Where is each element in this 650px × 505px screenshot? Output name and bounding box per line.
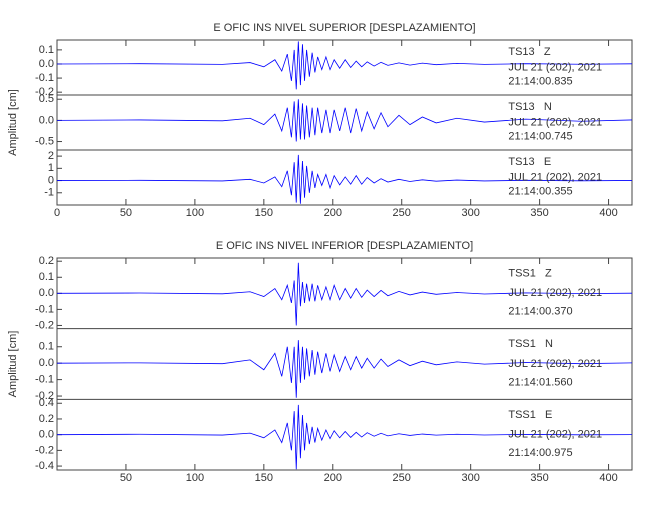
y-tick-label: 0.2 xyxy=(39,413,54,425)
x-tick-label: 350 xyxy=(530,472,548,484)
y-tick-label: -0.2 xyxy=(35,86,54,98)
trace-date: JUL 21 (202), 2021 xyxy=(508,429,602,441)
x-tick-label: 300 xyxy=(461,207,479,219)
y-tick-label: -0.2 xyxy=(35,319,54,331)
x-tick-label: 250 xyxy=(393,207,411,219)
waveform xyxy=(56,404,633,470)
trace-date: JUL 21 (202), 2021 xyxy=(508,116,602,128)
x-tick-label: 200 xyxy=(324,472,342,484)
y-tick-label: 2 xyxy=(48,150,54,162)
trace-time: 21:14:00.370 xyxy=(508,306,572,318)
y-tick-label: 0.0 xyxy=(39,429,54,441)
x-tick-label: 150 xyxy=(255,207,273,219)
y-tick-label: 0 xyxy=(48,174,54,186)
y-axis-label: Amplitud [cm] xyxy=(7,331,19,398)
x-tick-label: 0 xyxy=(54,207,60,219)
trace-name: TSS1 Z xyxy=(508,267,552,279)
y-tick-label: -0.5 xyxy=(35,135,54,147)
y-tick-label: 0.2 xyxy=(39,255,54,267)
waveform xyxy=(56,154,633,204)
y-tick-label: -1 xyxy=(44,187,54,199)
y-tick-label: 0.1 xyxy=(39,271,54,283)
trace-date: JUL 21 (202), 2021 xyxy=(508,358,602,370)
y-tick-label: 0.0 xyxy=(39,58,54,70)
trace-date: JUL 21 (202), 2021 xyxy=(508,287,602,299)
x-tick-label: 100 xyxy=(186,207,204,219)
waveform xyxy=(56,99,633,142)
y-tick-label: -0.1 xyxy=(35,374,54,386)
trace-name: TSS1 E xyxy=(508,409,552,421)
y-tick-label: 0.5 xyxy=(39,93,54,105)
y-tick-label: -0.2 xyxy=(35,390,54,402)
y-tick-label: -0.1 xyxy=(35,72,54,84)
y-tick-label: 0.0 xyxy=(39,114,54,126)
y-tick-label: 1 xyxy=(48,162,54,174)
chart-title: E OFIC INS NIVEL INFERIOR [DESPLAZAMIENT… xyxy=(216,240,473,252)
trace-time: 21:14:00.355 xyxy=(508,186,572,198)
trace-date: JUL 21 (202), 2021 xyxy=(508,61,602,73)
y-tick-label: 0.1 xyxy=(39,44,54,56)
x-tick-label: 100 xyxy=(186,472,204,484)
y-tick-label: -0.4 xyxy=(35,460,54,472)
y-tick-label: -0.2 xyxy=(35,444,54,456)
x-tick-label: 50 xyxy=(120,472,132,484)
trace-time: 21:14:00.745 xyxy=(508,131,572,143)
x-tick-label: 150 xyxy=(255,472,273,484)
plot-frame xyxy=(56,257,633,471)
x-tick-label: 400 xyxy=(599,207,617,219)
trace-name: TSS1 N xyxy=(508,338,553,350)
y-tick-label: -0.1 xyxy=(35,303,54,315)
x-tick-label: 50 xyxy=(120,207,132,219)
trace-time: 21:14:00.975 xyxy=(508,447,572,459)
trace-name: TS13 N xyxy=(508,101,551,113)
y-tick-label: 0.1 xyxy=(39,341,54,353)
y-tick-label: 0.0 xyxy=(39,357,54,369)
trace-time: 21:14:00.835 xyxy=(508,76,572,88)
trace-time: 21:14:01.560 xyxy=(508,376,572,388)
waveform xyxy=(56,262,633,326)
x-tick-label: 200 xyxy=(324,207,342,219)
trace-name: TS13 Z xyxy=(508,46,550,58)
chart-title: E OFIC INS NIVEL SUPERIOR [DESPLAZAMIENT… xyxy=(213,22,475,34)
x-tick-label: 250 xyxy=(393,472,411,484)
x-tick-label: 300 xyxy=(461,472,479,484)
plot-frame xyxy=(56,39,633,206)
trace-name: TS13 E xyxy=(508,156,551,168)
y-tick-label: 0.0 xyxy=(39,287,54,299)
waveform xyxy=(56,340,633,398)
y-tick-label: 0.4 xyxy=(39,397,54,409)
waveform xyxy=(56,41,633,90)
x-tick-label: 350 xyxy=(530,207,548,219)
x-tick-label: 400 xyxy=(599,472,617,484)
y-axis-label: Amplitud [cm] xyxy=(7,89,19,156)
trace-date: JUL 21 (202), 2021 xyxy=(508,171,602,183)
